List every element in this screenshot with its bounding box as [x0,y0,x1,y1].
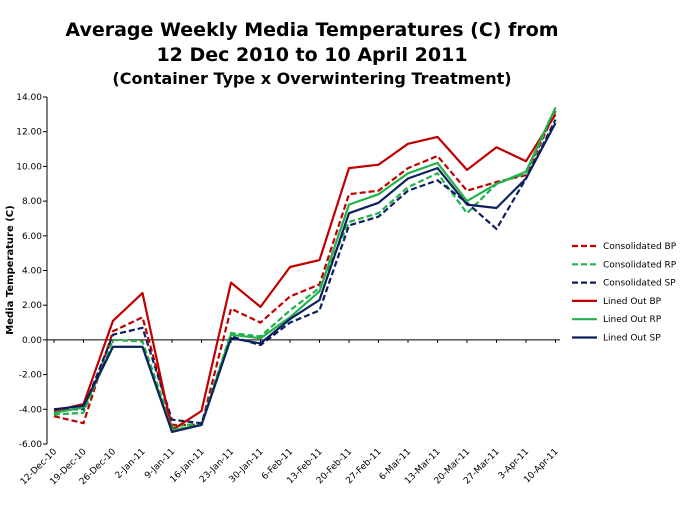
y-tick-label: -4.00 [19,405,43,415]
legend-label: Consolidated SP [603,279,676,289]
series-line-lined-out-sp [53,122,557,433]
legend-label: Consolidated RP [603,260,677,270]
y-tick-label: 0.00 [22,336,42,346]
y-tick-label: 12.00 [16,128,42,138]
y-tick-label: 2.00 [22,301,42,311]
legend-label: Lined Out SP [603,334,661,344]
series-line-consolidated-rp [53,108,557,428]
y-tick-label: 10.00 [16,162,42,172]
legend-label: Lined Out RP [603,315,662,325]
x-axis-ticks: 12-Dec-1019-Dec-1026-Dec-102-Jan-119-Jan… [19,339,561,487]
y-tick-label: 14.00 [16,93,42,103]
chart-title-line2: 12 Dec 2010 to 10 April 2011 [156,44,467,66]
y-tick-label: -2.00 [19,371,43,381]
y-tick-label: 8.00 [22,197,42,207]
x-tick-label: 2-Jan-11 [114,447,148,481]
series-line-consolidated-sp [54,119,557,425]
legend-label: Lined Out BP [603,297,662,307]
series-line-lined-out-rp [53,106,557,432]
chart-subtitle: (Container Type x Overwintering Treatmen… [112,69,511,88]
chart-title-line1: Average Weekly Media Temperatures (C) fr… [65,19,558,41]
legend: Consolidated BP Consolidated RP Consolidat… [572,242,677,344]
series-line-lined-out-bp [53,113,557,432]
y-tick-label: 6.00 [22,232,42,242]
series-lines [53,106,557,433]
y-axis-title: Media Temperature (C) [5,205,16,334]
series-line-consolidated-bp [53,110,557,426]
legend-label: Consolidated BP [603,242,677,252]
y-axis-ticks: -6.00 -4.00 -2.00 0.00 2.00 4.00 6.00 8.00 10.00… [16,93,47,450]
y-tick-label: -6.00 [19,440,43,450]
y-tick-label: 4.00 [22,267,42,277]
